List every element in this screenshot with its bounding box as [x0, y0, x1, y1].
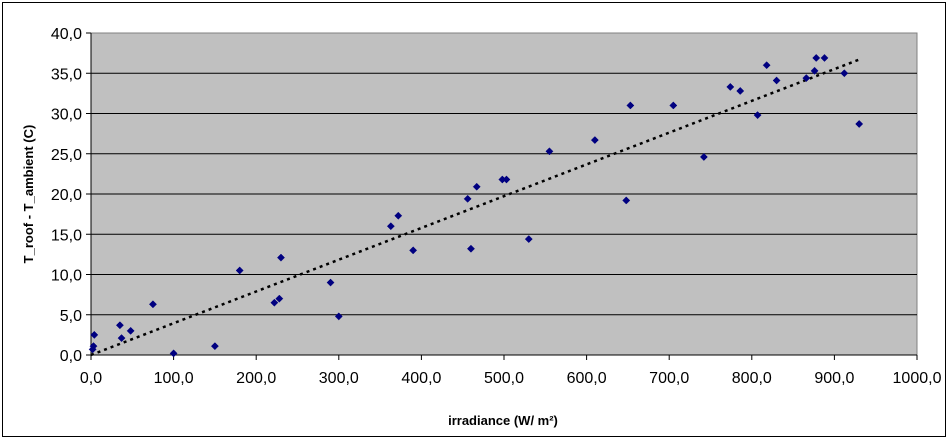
- data-point: [467, 244, 475, 253]
- data-point: [802, 74, 811, 83]
- x-tick-label: 200,0: [236, 370, 276, 387]
- y-tick-label: 30,0: [51, 107, 82, 124]
- data-point: [622, 196, 631, 205]
- y-tick-label: 25,0: [51, 147, 82, 164]
- data-point: [277, 253, 285, 262]
- scatter-chart: 0,0 5,0 10,0 15,0 20,0 25,0 30,0 35,0 40,0 0,0 100…: [21, 26, 942, 428]
- x-tick-label: 800,0: [732, 370, 772, 387]
- x-tick-label: 600,0: [567, 370, 607, 387]
- data-point: [210, 342, 219, 351]
- data-point: [855, 120, 864, 128]
- data-point: [820, 54, 829, 62]
- data-point: [90, 330, 99, 339]
- data-point: [590, 136, 599, 145]
- x-tick-label: 700,0: [649, 370, 689, 387]
- data-point: [117, 334, 126, 343]
- y-tick-label: 5,0: [60, 308, 82, 325]
- data-point: [524, 235, 533, 244]
- data-point: [89, 342, 98, 351]
- data-point: [115, 321, 124, 330]
- data-point: [699, 153, 708, 161]
- data-point: [812, 54, 821, 62]
- data-point: [726, 82, 735, 91]
- data-point: [545, 147, 554, 156]
- data-point: [626, 101, 635, 110]
- data-point: [169, 349, 178, 358]
- y-tick-label: 35,0: [51, 66, 82, 83]
- data-point: [762, 61, 771, 70]
- data-point: [472, 182, 481, 191]
- data-point: [463, 194, 472, 203]
- data-point: [235, 266, 244, 275]
- y-axis-title: T_roof - T_ambient (C): [21, 125, 36, 264]
- data-point: [326, 278, 335, 287]
- data-point: [386, 222, 395, 231]
- x-tick-label: 100,0: [154, 370, 194, 387]
- x-tick-label: 900,0: [814, 370, 854, 387]
- x-tick-label: 300,0: [319, 370, 359, 387]
- data-point: [394, 211, 403, 220]
- x-axis-title: irradiance (W/ m²): [448, 413, 558, 428]
- y-tick-label: 10,0: [51, 268, 82, 285]
- data-point: [736, 87, 745, 95]
- data-point: [502, 175, 511, 184]
- data-point: [772, 76, 781, 85]
- x-tick-label: 0,0: [80, 370, 102, 387]
- y-tick-label: 0,0: [60, 348, 82, 365]
- x-tick-label: 1000,0: [893, 370, 942, 387]
- data-point: [810, 66, 819, 75]
- data-point: [669, 101, 678, 110]
- data-point: [270, 298, 279, 307]
- data-point: [409, 246, 418, 255]
- y-tick-label: 15,0: [51, 227, 82, 244]
- y-tick-label: 20,0: [51, 187, 82, 204]
- x-tick-label: 500,0: [484, 370, 524, 387]
- data-point: [275, 294, 284, 303]
- data-point: [334, 312, 343, 321]
- x-tick-label: 400,0: [401, 370, 441, 387]
- data-point: [753, 111, 762, 120]
- data-point: [148, 300, 157, 309]
- y-tick-label: 40,0: [51, 26, 82, 43]
- data-point: [126, 326, 135, 335]
- data-point: [840, 69, 849, 78]
